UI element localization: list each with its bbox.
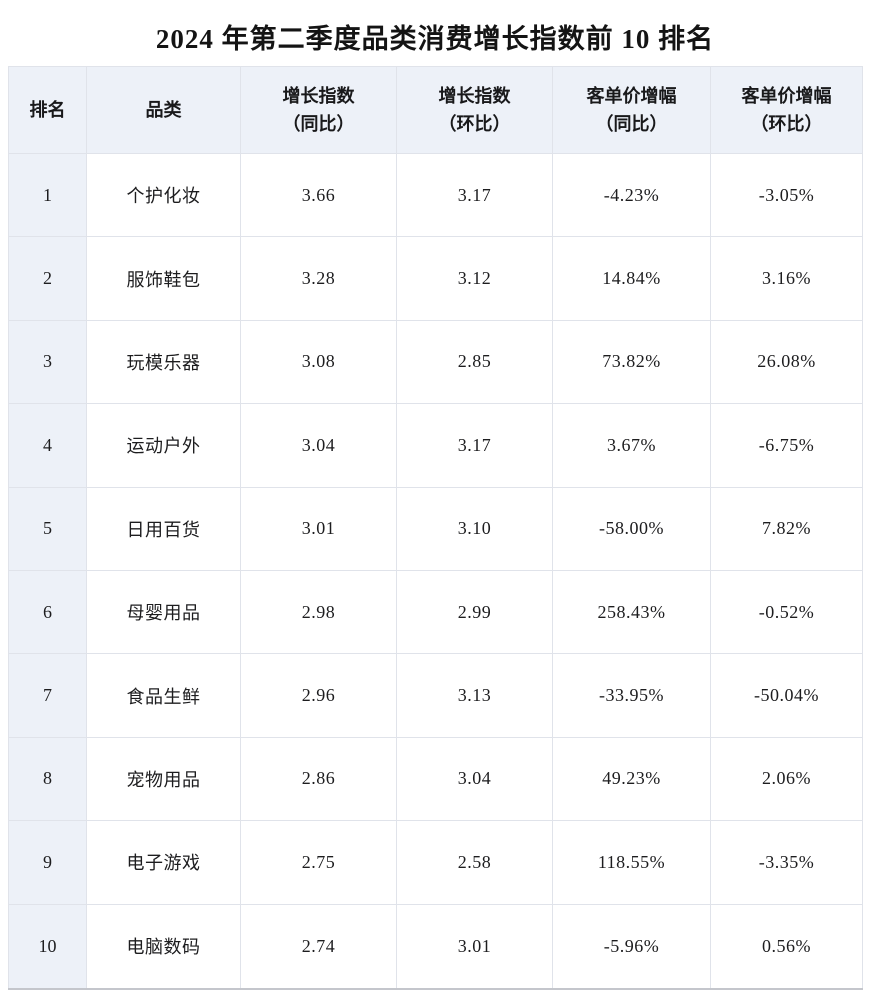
table-row: 10 电脑数码 2.74 3.01 -5.96% 0.56% [8, 903, 863, 990]
cell-yoy-price: -58.00% [552, 486, 711, 571]
cell-mom-index: 3.10 [396, 486, 553, 571]
header-line: （同比） [595, 114, 668, 134]
table-row: 5 日用百货 3.01 3.10 -58.00% 7.82% [8, 486, 863, 571]
cell-mom-price: -50.04% [710, 653, 863, 738]
header-line: 客单价增幅 [586, 86, 677, 106]
header-cell-mom-index: 增长指数 （环比） [396, 66, 553, 154]
table-row: 8 宠物用品 2.86 3.04 49.23% 2.06% [8, 736, 863, 822]
cell-mom-index: 2.85 [396, 319, 553, 405]
cell-rank: 10 [8, 903, 87, 990]
cell-yoy-index: 2.98 [240, 569, 397, 655]
cell-rank: 9 [8, 820, 87, 905]
cell-yoy-index: 2.86 [240, 736, 397, 822]
cell-yoy-price: 73.82% [552, 319, 711, 405]
cell-rank: 7 [8, 653, 87, 738]
header-line: 增长指数 [282, 86, 355, 106]
cell-mom-price: 2.06% [710, 736, 863, 822]
header-line: 品类 [145, 100, 182, 120]
cell-category: 运动户外 [86, 403, 241, 488]
cell-mom-price: -0.52% [710, 569, 863, 655]
page-title: 2024 年第二季度品类消费增长指数前 10 排名 [155, 24, 715, 54]
cell-mom-index: 3.17 [396, 152, 553, 238]
cell-mom-index: 3.04 [396, 736, 553, 822]
table-row: 9 电子游戏 2.75 2.58 118.55% -3.35% [8, 820, 863, 905]
cell-mom-price: 0.56% [710, 903, 863, 990]
header-line: （环比） [438, 114, 511, 134]
table-header: 排名 品类 增长指数 （同比） 增长指数 （环比） 客单价增幅 （同比） 客单价增幅 （环比） [8, 66, 863, 154]
cell-category: 电子游戏 [86, 820, 241, 905]
cell-category: 电脑数码 [86, 903, 241, 990]
table-body: 1 个护化妆 3.66 3.17 -4.23% -3.05% 2 服饰鞋包 3.28 3.12 14… [8, 152, 863, 990]
cell-mom-index: 3.13 [396, 653, 553, 738]
cell-category: 宠物用品 [86, 736, 241, 822]
cell-mom-price: -3.05% [710, 152, 863, 238]
cell-yoy-index: 3.08 [240, 319, 397, 405]
table-row: 4 运动户外 3.04 3.17 3.67% -6.75% [8, 403, 863, 488]
cell-yoy-index: 3.66 [240, 152, 397, 238]
header-cell-yoy-price: 客单价增幅 （同比） [552, 66, 711, 154]
cell-yoy-price: 49.23% [552, 736, 711, 822]
header-cell-category: 品类 [86, 66, 241, 154]
cell-category: 个护化妆 [86, 152, 241, 238]
cell-yoy-index: 3.04 [240, 403, 397, 488]
table-row: 6 母婴用品 2.98 2.99 258.43% -0.52% [8, 569, 863, 655]
cell-category: 日用百货 [86, 486, 241, 571]
cell-yoy-price: 258.43% [552, 569, 711, 655]
cell-rank: 3 [8, 319, 87, 405]
header-line: 客单价增幅 [741, 86, 832, 106]
cell-yoy-index: 2.74 [240, 903, 397, 990]
cell-yoy-price: 3.67% [552, 403, 711, 488]
header-line: （环比） [750, 114, 823, 134]
cell-mom-index: 2.58 [396, 820, 553, 905]
cell-category: 食品生鲜 [86, 653, 241, 738]
cell-mom-price: 26.08% [710, 319, 863, 405]
cell-rank: 5 [8, 486, 87, 571]
cell-yoy-price: -33.95% [552, 653, 711, 738]
header-line: 排名 [29, 100, 66, 120]
table-row: 3 玩模乐器 3.08 2.85 73.82% 26.08% [8, 319, 863, 405]
cell-mom-index: 3.12 [396, 236, 553, 321]
cell-category: 母婴用品 [86, 569, 241, 655]
cell-mom-index: 3.01 [396, 903, 553, 990]
cell-rank: 1 [8, 152, 87, 238]
cell-yoy-price: 14.84% [552, 236, 711, 321]
header-cell-rank: 排名 [8, 66, 87, 154]
header-cell-mom-price: 客单价增幅 （环比） [710, 66, 863, 154]
cell-mom-price: 7.82% [710, 486, 863, 571]
cell-category: 服饰鞋包 [86, 236, 241, 321]
header-line: （同比） [282, 114, 355, 134]
cell-mom-price: 3.16% [710, 236, 863, 321]
cell-yoy-price: -5.96% [552, 903, 711, 990]
cell-category: 玩模乐器 [86, 319, 241, 405]
cell-rank: 8 [8, 736, 87, 822]
table-row: 1 个护化妆 3.66 3.17 -4.23% -3.05% [8, 152, 863, 238]
cell-rank: 6 [8, 569, 87, 655]
cell-yoy-price: -4.23% [552, 152, 711, 238]
cell-yoy-index: 3.28 [240, 236, 397, 321]
cell-yoy-index: 2.96 [240, 653, 397, 738]
cell-mom-index: 3.17 [396, 403, 553, 488]
cell-yoy-price: 118.55% [552, 820, 711, 905]
cell-mom-price: -3.35% [710, 820, 863, 905]
header-line: 增长指数 [438, 86, 511, 106]
ranking-table: 排名 品类 增长指数 （同比） 增长指数 （环比） 客单价增幅 （同比） 客单价增幅 （环比） 1… [8, 66, 863, 990]
cell-rank: 2 [8, 236, 87, 321]
header-row: 排名 品类 增长指数 （同比） 增长指数 （环比） 客单价增幅 （同比） 客单价增幅 （环比） [8, 66, 863, 154]
cell-mom-index: 2.99 [396, 569, 553, 655]
cell-yoy-index: 3.01 [240, 486, 397, 571]
table-row: 2 服饰鞋包 3.28 3.12 14.84% 3.16% [8, 236, 863, 321]
cell-mom-price: -6.75% [710, 403, 863, 488]
cell-rank: 4 [8, 403, 87, 488]
table-row: 7 食品生鲜 2.96 3.13 -33.95% -50.04% [8, 653, 863, 738]
header-cell-yoy-index: 增长指数 （同比） [240, 66, 397, 154]
cell-yoy-index: 2.75 [240, 820, 397, 905]
